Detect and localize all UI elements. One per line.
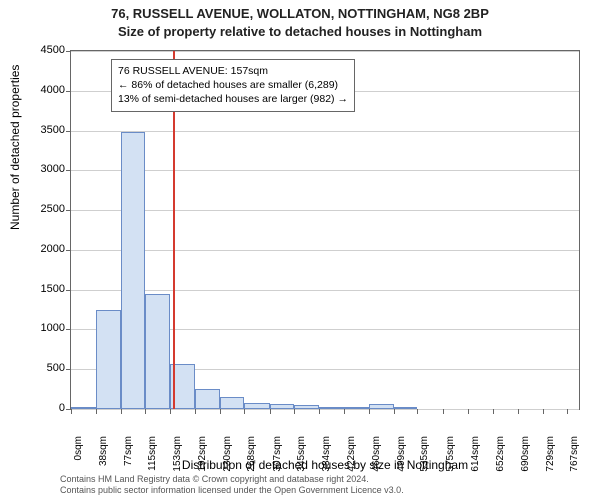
- xtick-mark: [543, 409, 544, 414]
- histogram-bar: [96, 310, 121, 409]
- ytick-mark: [66, 210, 71, 211]
- annotation-box: 76 RUSSELL AVENUE: 157sqm← 86% of detach…: [111, 59, 355, 112]
- histogram-bar: [369, 404, 394, 409]
- ytick-mark: [66, 131, 71, 132]
- histogram-bar: [319, 407, 344, 409]
- annotation-line2: ← 86% of detached houses are smaller (6,…: [118, 78, 348, 92]
- histogram-bar: [71, 407, 96, 409]
- xtick-mark: [195, 409, 196, 414]
- chart-title-line1: 76, RUSSELL AVENUE, WOLLATON, NOTTINGHAM…: [0, 6, 600, 21]
- xtick-mark: [96, 409, 97, 414]
- ytick-mark: [66, 290, 71, 291]
- ytick-mark: [66, 91, 71, 92]
- chart-title-line2: Size of property relative to detached ho…: [0, 24, 600, 39]
- plot-area: 0sqm38sqm77sqm115sqm153sqm192sqm230sqm26…: [70, 50, 580, 410]
- ytick-label: 0: [5, 402, 65, 414]
- xtick-mark: [170, 409, 171, 414]
- annotation-line3: 13% of semi-detached houses are larger (…: [118, 92, 348, 106]
- footer-line2: Contains public sector information licen…: [60, 485, 404, 496]
- ytick-mark: [66, 329, 71, 330]
- gridline: [71, 250, 579, 251]
- ytick-label: 4500: [5, 44, 65, 56]
- xtick-mark: [468, 409, 469, 414]
- gridline: [71, 131, 579, 132]
- histogram-bar: [394, 407, 417, 409]
- ytick-label: 3000: [5, 163, 65, 175]
- annotation-line1: 76 RUSSELL AVENUE: 157sqm: [118, 64, 348, 78]
- ytick-label: 3500: [5, 124, 65, 136]
- ytick-mark: [66, 51, 71, 52]
- x-axis-label: Distribution of detached houses by size …: [70, 458, 580, 472]
- ytick-label: 1500: [5, 283, 65, 295]
- gridline: [71, 290, 579, 291]
- histogram-bar: [244, 403, 269, 409]
- xtick-mark: [319, 409, 320, 414]
- ytick-label: 2500: [5, 203, 65, 215]
- gridline: [71, 170, 579, 171]
- ytick-label: 1000: [5, 322, 65, 334]
- xtick-mark: [518, 409, 519, 414]
- ytick-mark: [66, 170, 71, 171]
- xtick-mark: [71, 409, 72, 414]
- ytick-label: 4000: [5, 84, 65, 96]
- xtick-mark: [493, 409, 494, 414]
- xtick-mark: [121, 409, 122, 414]
- ytick-label: 2000: [5, 243, 65, 255]
- xtick-mark: [394, 409, 395, 414]
- gridline: [71, 51, 579, 52]
- xtick-mark: [567, 409, 568, 414]
- ytick-label: 500: [5, 362, 65, 374]
- xtick-mark: [443, 409, 444, 414]
- xtick-mark: [417, 409, 418, 414]
- xtick-mark: [369, 409, 370, 414]
- histogram-bar: [270, 404, 295, 409]
- histogram-bar: [121, 132, 146, 409]
- footer-line1: Contains HM Land Registry data © Crown c…: [60, 474, 404, 485]
- histogram-bar: [294, 405, 319, 409]
- footer-attribution: Contains HM Land Registry data © Crown c…: [60, 474, 404, 496]
- histogram-bar: [344, 407, 369, 409]
- xtick-mark: [270, 409, 271, 414]
- gridline: [71, 210, 579, 211]
- xtick-mark: [220, 409, 221, 414]
- xtick-mark: [344, 409, 345, 414]
- xtick-mark: [294, 409, 295, 414]
- histogram-bar: [195, 389, 220, 409]
- gridline: [71, 409, 579, 410]
- ytick-mark: [66, 369, 71, 370]
- xtick-mark: [244, 409, 245, 414]
- histogram-bar: [145, 294, 170, 409]
- xtick-mark: [145, 409, 146, 414]
- histogram-chart: 76, RUSSELL AVENUE, WOLLATON, NOTTINGHAM…: [0, 0, 600, 500]
- ytick-mark: [66, 250, 71, 251]
- histogram-bar: [220, 397, 245, 409]
